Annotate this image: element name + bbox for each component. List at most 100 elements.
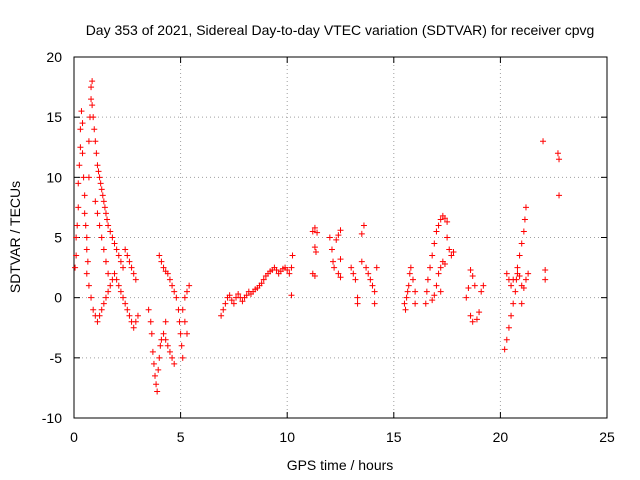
data-point (77, 144, 84, 151)
data-point (96, 222, 103, 229)
data-point (510, 276, 517, 283)
data-point (104, 216, 111, 223)
data-point (348, 264, 355, 271)
data-point (235, 291, 242, 298)
data-point (128, 264, 135, 271)
data-point (76, 162, 83, 169)
x-tick-label: 0 (70, 429, 78, 445)
data-point (260, 276, 267, 283)
data-point (510, 300, 517, 307)
data-point (81, 192, 88, 199)
data-point (162, 336, 169, 343)
data-point (113, 246, 120, 253)
data-point (243, 292, 250, 299)
y-tick-label: 15 (46, 109, 62, 125)
data-point (431, 292, 438, 299)
data-point (469, 318, 476, 325)
data-point (92, 198, 99, 205)
data-point (169, 354, 176, 361)
data-point (220, 306, 227, 313)
data-point (311, 273, 318, 280)
data-points (72, 78, 563, 395)
data-point (88, 96, 95, 103)
data-point (173, 294, 180, 301)
data-point (448, 252, 455, 259)
data-point (80, 174, 87, 181)
data-point (437, 216, 444, 223)
data-point (309, 228, 316, 235)
data-point (427, 264, 434, 271)
data-point (518, 300, 525, 307)
data-point (72, 264, 79, 271)
data-point (354, 294, 361, 301)
data-point (162, 318, 169, 325)
data-point (82, 222, 89, 229)
data-point (79, 120, 86, 127)
data-point (95, 168, 102, 175)
data-point (85, 174, 92, 181)
data-point (75, 204, 82, 211)
data-point (183, 288, 190, 295)
data-point (284, 266, 291, 273)
x-tick-label: 20 (493, 429, 509, 445)
data-point (422, 300, 429, 307)
data-point (467, 266, 474, 273)
data-point (441, 260, 448, 267)
data-point (109, 234, 116, 241)
data-point (166, 348, 173, 355)
data-point (169, 282, 176, 289)
data-point (83, 270, 90, 277)
data-point (365, 270, 372, 277)
x-tick-label: 5 (177, 429, 185, 445)
data-point (312, 248, 319, 255)
data-point (85, 282, 92, 289)
data-point (450, 248, 457, 255)
data-point (117, 288, 124, 295)
data-point (402, 306, 409, 313)
data-point (102, 210, 109, 217)
data-point (181, 318, 188, 325)
data-point (157, 342, 164, 349)
data-point (100, 300, 107, 307)
data-point (508, 312, 515, 319)
data-point (130, 270, 137, 277)
y-tick-label: -5 (50, 350, 63, 366)
data-point (516, 252, 523, 259)
data-point (111, 270, 118, 277)
data-point (520, 228, 527, 235)
data-point (94, 162, 101, 169)
data-point (412, 288, 419, 295)
data-point (371, 288, 378, 295)
data-point (525, 270, 532, 277)
data-point (124, 306, 131, 313)
data-point (148, 330, 155, 337)
grid (74, 57, 607, 418)
data-point (522, 276, 529, 283)
data-point (113, 276, 120, 283)
data-point (100, 198, 107, 205)
data-point (363, 264, 370, 271)
data-point (145, 306, 152, 313)
data-point (480, 282, 487, 289)
y-tick-label: 5 (54, 230, 62, 246)
data-point (107, 282, 114, 289)
data-point (435, 222, 442, 229)
data-point (94, 210, 101, 217)
y-tick-label: 0 (54, 290, 62, 306)
data-point (93, 150, 100, 157)
data-point (288, 264, 295, 271)
data-point (239, 298, 246, 305)
data-point (337, 227, 344, 234)
data-point (96, 174, 103, 181)
data-point (166, 276, 173, 283)
data-point (81, 210, 88, 217)
data-point (83, 246, 90, 253)
data-point (105, 222, 112, 229)
data-point (230, 300, 237, 307)
data-point (501, 346, 508, 353)
data-point (467, 312, 474, 319)
data-point (226, 292, 233, 299)
data-point (540, 138, 547, 145)
data-point (437, 264, 444, 271)
data-point (503, 270, 510, 277)
